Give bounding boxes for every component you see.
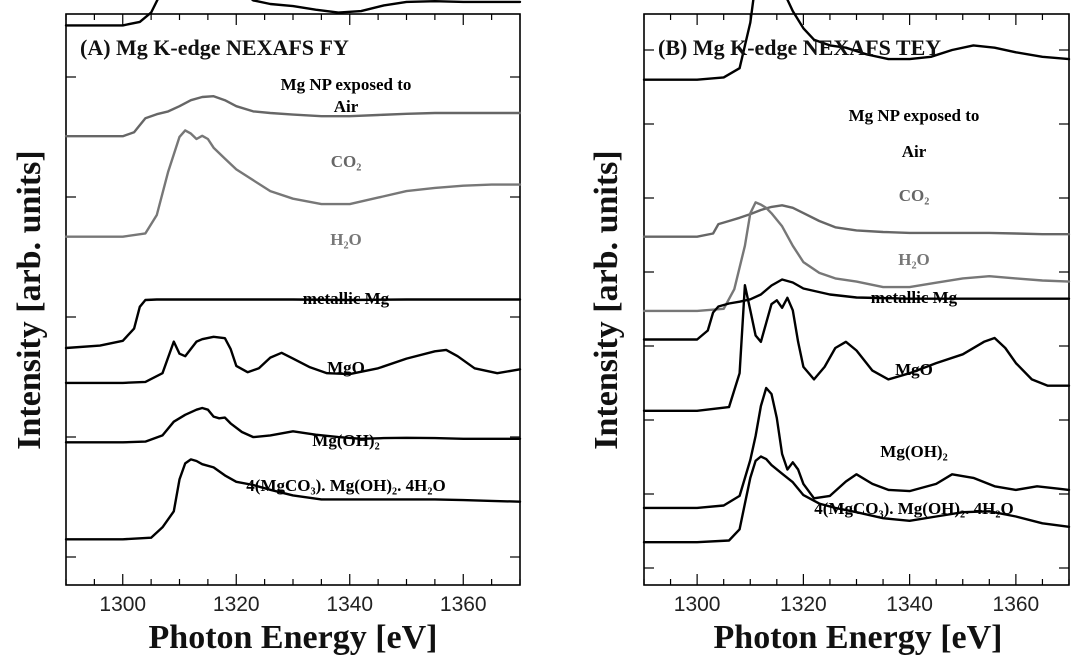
panel-a-fy: Mg NP exposed to Air CO₂ H₂O metallic Mg MgO M… — [11, 0, 522, 656]
series-label: CO₂ — [899, 186, 930, 205]
panel-b-y-axis-label: Intensity [arb. units] — [588, 150, 625, 449]
panel-b-ticks — [643, 14, 1070, 585]
panel-a-curve-labels: Mg NP exposed to Air CO₂ H₂O metallic Mg MgO M… — [246, 75, 445, 495]
panel-b-x-tick-labels: 1300 1320 1340 1360 — [674, 593, 1039, 616]
series-label: CO₂ — [331, 152, 362, 171]
series-label: Air — [334, 97, 359, 116]
x-tick-label: 1320 — [780, 593, 827, 616]
x-tick-label: 1360 — [993, 593, 1040, 616]
series-line — [642, 284, 1071, 412]
series-label: MgO — [327, 358, 365, 377]
x-tick-label: 1340 — [326, 593, 373, 616]
series-line — [64, 335, 522, 385]
series-line — [642, 201, 1071, 313]
series-label: Mg NP exposed to — [281, 75, 412, 94]
panel-b-tey: Mg NP exposed to Air CO₂ H₂O metallic Mg MgO M… — [588, 0, 1071, 656]
series-line — [64, 129, 522, 238]
x-tick-label: 1340 — [886, 593, 933, 616]
panel-b-curve-labels: Mg NP exposed to Air CO₂ H₂O metallic Mg MgO M… — [814, 106, 1013, 518]
panel-a-title: (A) Mg K-edge NEXAFS FY — [80, 35, 349, 60]
series-label: MgO — [895, 360, 933, 379]
x-tick-label: 1300 — [99, 593, 146, 616]
panel-a-x-tick-labels: 1300 1320 1340 1360 — [99, 593, 486, 616]
series-line — [64, 0, 522, 27]
panel-a-y-axis-label: Intensity [arb. units] — [11, 150, 48, 449]
panel-b-title: (B) Mg K-edge NEXAFS TEY — [658, 35, 941, 60]
series-label: Mg NP exposed to — [849, 106, 980, 125]
panel-b-curves — [642, 0, 1071, 544]
series-line — [642, 455, 1071, 544]
panel-b-x-axis-label: Photon Energy [eV] — [714, 619, 1003, 656]
series-label: H₂O — [898, 250, 930, 269]
series-line — [64, 406, 522, 444]
series-line — [642, 386, 1071, 510]
series-line — [642, 204, 1071, 238]
series-line — [64, 458, 522, 541]
panel-a-x-axis-label: Photon Energy [eV] — [149, 619, 438, 656]
x-tick-label: 1320 — [213, 593, 260, 616]
series-line — [642, 0, 1071, 81]
series-line — [64, 95, 522, 138]
series-label: metallic Mg — [871, 288, 958, 307]
series-label: Air — [902, 142, 927, 161]
series-line — [642, 278, 1071, 341]
series-label: Mg(OH)₂ — [312, 431, 379, 450]
panel-a-ticks — [65, 14, 521, 585]
series-line — [64, 298, 522, 350]
series-label: Mg(OH)₂ — [880, 442, 947, 461]
x-tick-label: 1360 — [440, 593, 487, 616]
x-tick-label: 1300 — [674, 593, 721, 616]
series-label: metallic Mg — [303, 289, 390, 308]
panel-a-curves — [64, 0, 522, 541]
series-label: 4(MgCO₃). Mg(OH)₂. 4H₂O — [246, 476, 445, 495]
series-label: 4(MgCO₃). Mg(OH)₂. 4H₂O — [814, 499, 1013, 518]
series-label: H₂O — [330, 230, 362, 249]
